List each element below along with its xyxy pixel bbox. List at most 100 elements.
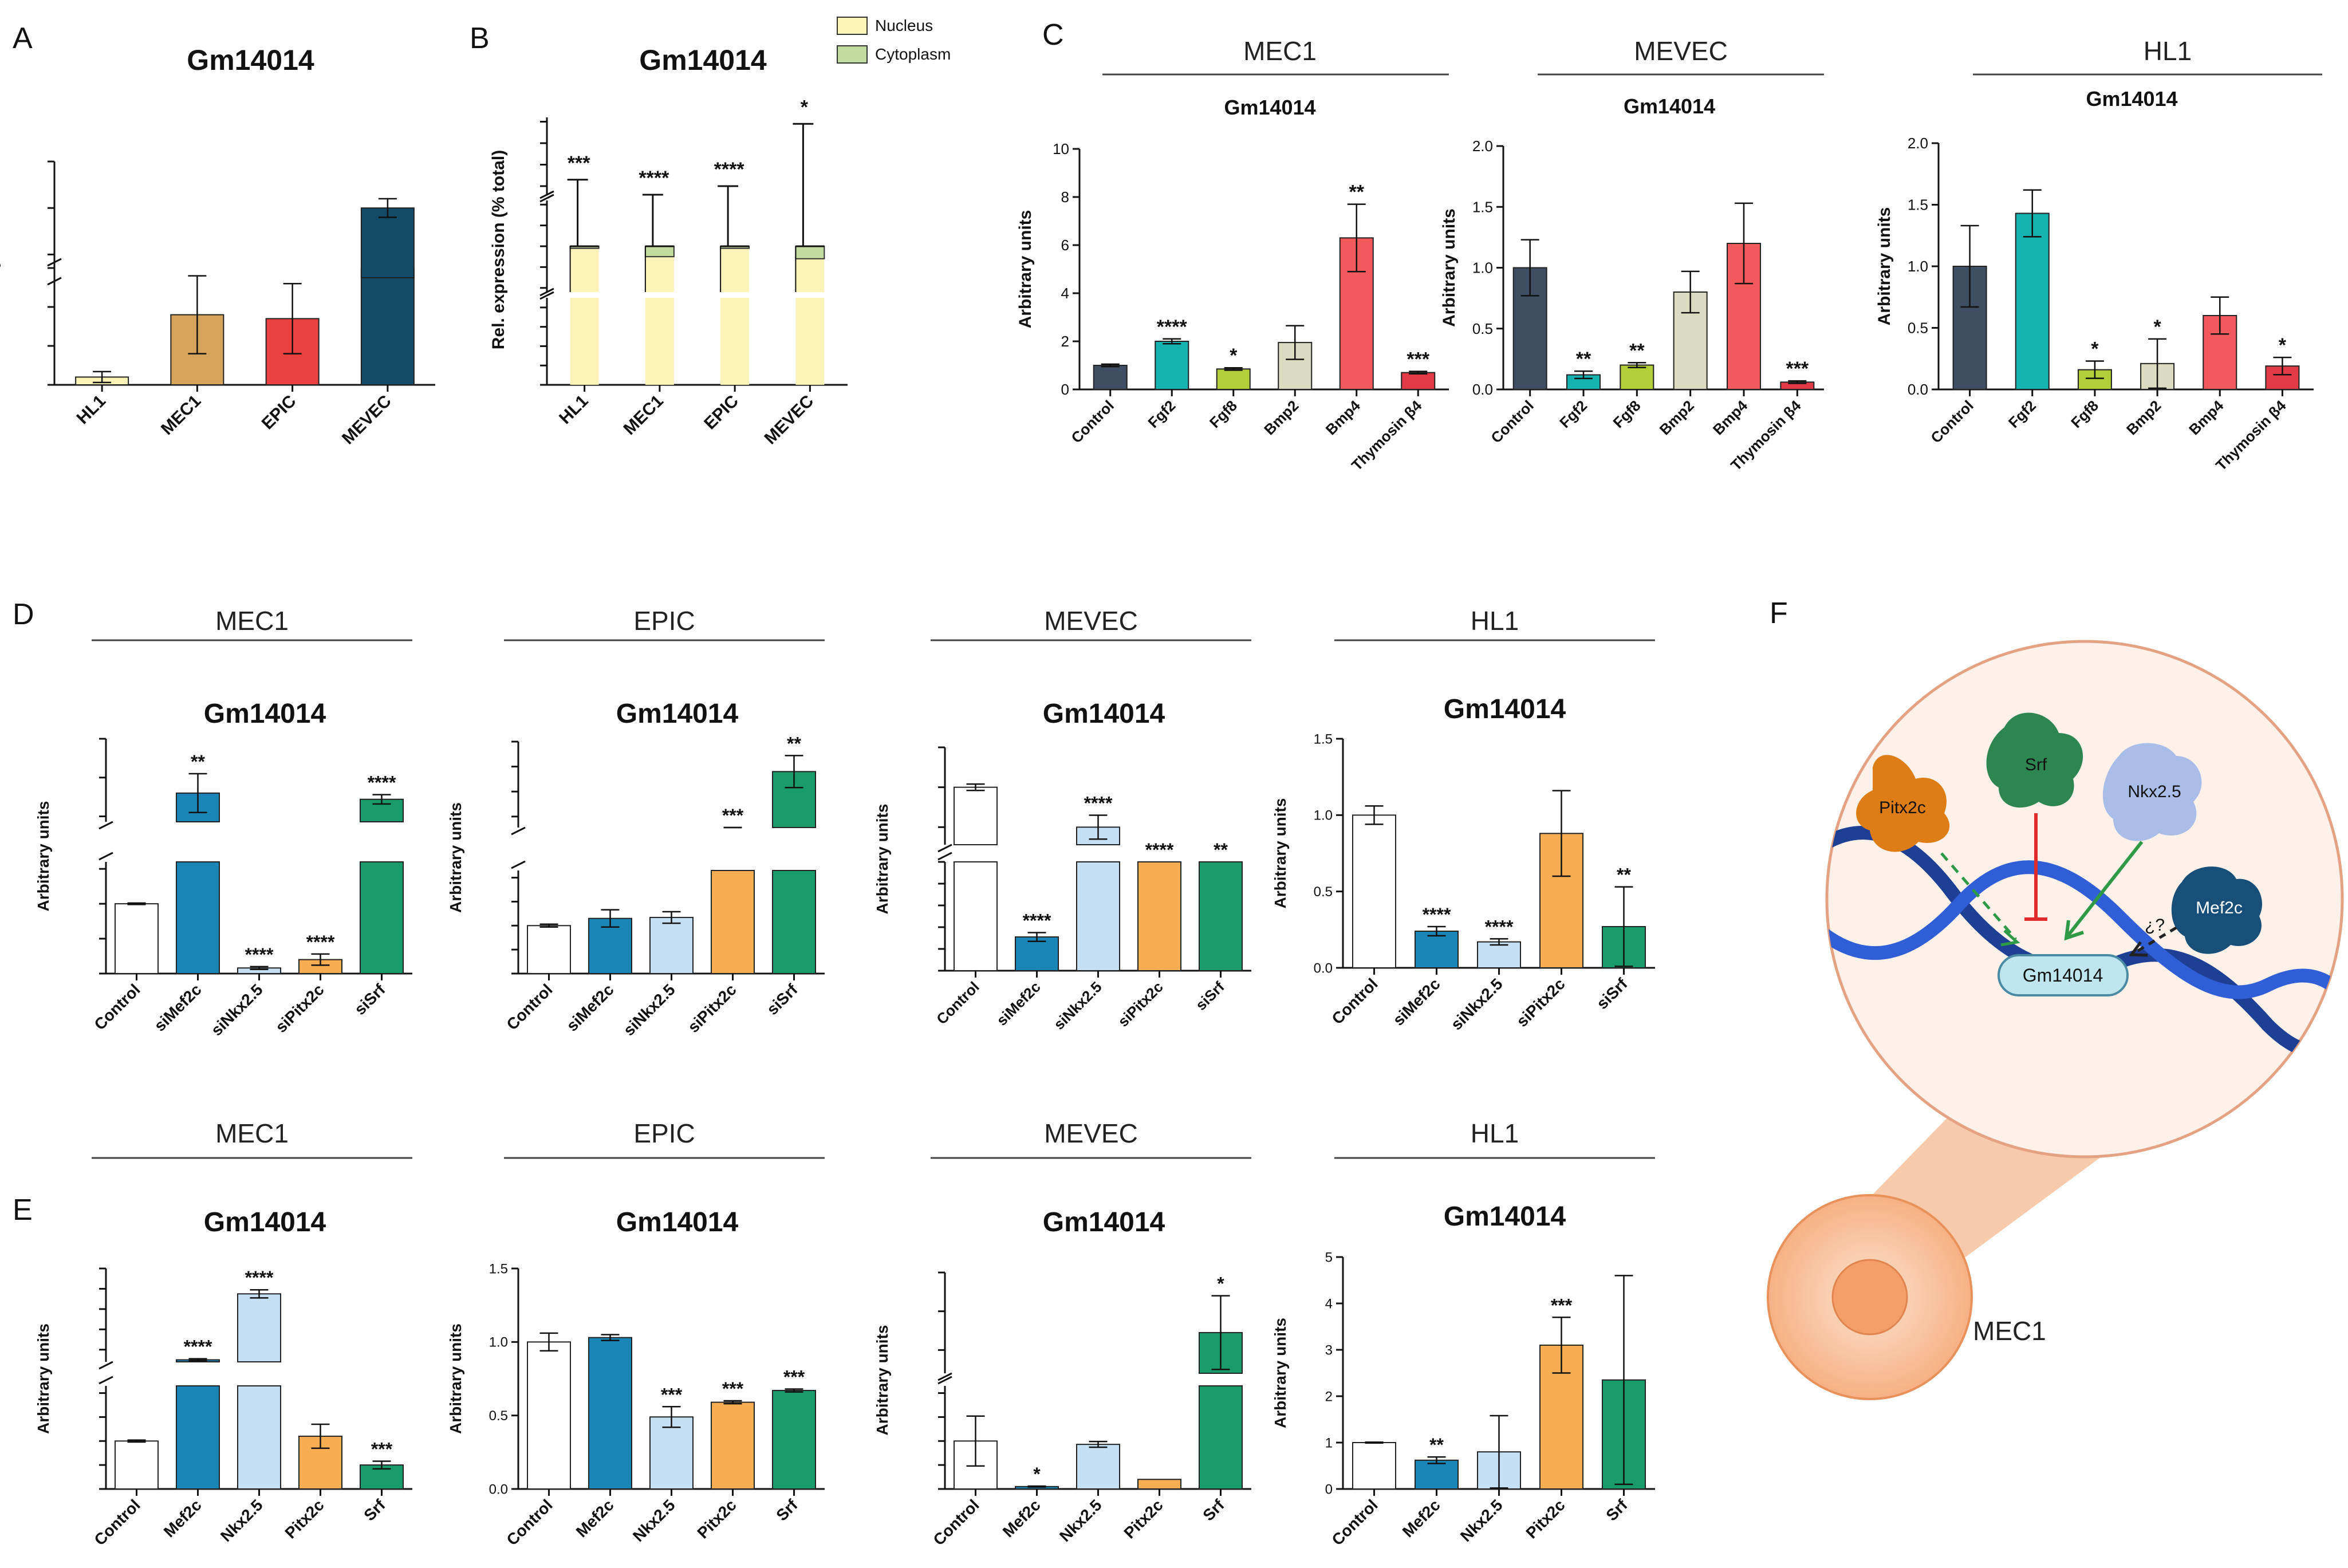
x-tick-label: Bmp2 [1656, 397, 1697, 438]
y-tick-label: 2 [1061, 333, 1069, 350]
significance-label: ** [1617, 865, 1631, 885]
gene-box [1998, 954, 2129, 996]
bar [360, 861, 404, 974]
y-axis-label: Arbitrary units [1271, 798, 1289, 909]
bar [588, 1337, 632, 1490]
group-label-d-hl1: HL1 [1471, 606, 1519, 636]
chart-e2: Gm14014 Arbitrary units 0.0 0.5 1.0 1.5 Contro… [447, 1207, 825, 1549]
x-tick-label: Mef2c [999, 1496, 1044, 1541]
bar [176, 1385, 220, 1490]
bar-nucleus [570, 248, 599, 292]
y-axis-label: Arbitrary units [447, 1323, 464, 1434]
y-axis-label: Arbitrary units [873, 1325, 891, 1436]
x-tick-label: Control [933, 978, 983, 1028]
x-tick-label: Fgf8 [1610, 397, 1644, 431]
x-tick-label: Control [503, 1496, 556, 1549]
bar [1401, 372, 1436, 390]
cell-label: MEC1 [1973, 1316, 2046, 1346]
pitx2c-arrow [1940, 852, 2017, 940]
chart-e4: Gm14014 Arbitrary units 0 1 2 3 4 5 Control ** Mef… [1271, 1201, 1655, 1549]
bar [1477, 941, 1521, 968]
x-tick-label: EPIC [258, 392, 300, 434]
y-axis-label: Arbitrary units [1016, 210, 1035, 329]
x-tick-label: Control [1487, 397, 1537, 447]
mef2c-label: Mef2c [2196, 899, 2243, 917]
pitx2c-label: Pitx2c [1879, 798, 1926, 817]
y-tick-label: 0.0 [1472, 381, 1493, 398]
y-tick-label: 6 [1061, 237, 1069, 254]
zoom-circle [1825, 640, 2344, 1159]
nkx25-arrow [2066, 841, 2144, 937]
chart-d2: Gm14014 Arbitrary units Control siMef2c siNk… [447, 699, 825, 1039]
group-label-c-hl1: HL1 [2144, 36, 2192, 66]
x-tick-label: Control [90, 980, 143, 1033]
axis-break-mark [937, 1376, 952, 1385]
y-tick-label: 2.0 [1472, 137, 1493, 155]
x-tick-label: Fgf8 [1206, 397, 1240, 431]
y-tick-label: 1.5 [1472, 198, 1493, 215]
y-axis-label: Rel. expression (% total) [489, 150, 508, 349]
x-tick-label: Pitx2c [694, 1496, 739, 1542]
bar [1415, 1459, 1459, 1490]
bar [527, 1341, 571, 1490]
chart-title: Gm14014 [616, 1207, 739, 1238]
significance-label: **** [184, 1337, 212, 1357]
y-tick-label: 0.0 [1908, 381, 1928, 398]
x-tick-label: Control [1328, 975, 1381, 1027]
axis-break-mark [937, 844, 952, 853]
nkx25-protein [2102, 743, 2202, 841]
axis-break-mark [539, 291, 554, 300]
legend-swatch-cytoplasm [837, 45, 868, 64]
chart-title: Gm14014 [1043, 1207, 1165, 1238]
legend-b: Nucleus Cytoplasm [837, 17, 951, 64]
y-tick-label: 1.0 [489, 1335, 508, 1350]
chart-d1: Gm14014 Arbitrary units Control ** siMef2c **… [34, 699, 412, 1039]
bar [1093, 365, 1128, 390]
y-axis-label: Arbitrary units [447, 802, 464, 913]
y-tick-label: 0.5 [1472, 320, 1493, 337]
question-label: ¿? [2145, 916, 2165, 935]
significance-label: ** [787, 733, 801, 754]
bar [237, 1385, 281, 1490]
group-label-d-epic: EPIC [633, 606, 695, 636]
significance-label: *** [722, 805, 744, 826]
x-tick-label: Mef2c [1399, 1496, 1444, 1541]
significance-label: ** [1214, 840, 1228, 860]
x-tick-label: siPitx2c [1114, 978, 1167, 1030]
significance-label: **** [714, 159, 745, 180]
x-tick-label: Control [1067, 397, 1117, 447]
chart-title: Gm14014 [204, 1207, 326, 1238]
mef2c-protein [2171, 866, 2263, 954]
bar-nucleus [720, 298, 750, 385]
bar [1352, 1442, 1396, 1490]
chart-a: Gm14014 Arbitrary units HL1 MEC1 EPIC MEVEC [0, 44, 435, 448]
bar [649, 917, 694, 974]
group-label-e-epic: EPIC [633, 1118, 695, 1148]
significance-label: **** [1423, 904, 1451, 925]
mef2c-arrow [2132, 926, 2177, 955]
x-tick-label: Bmp2 [2123, 397, 2164, 438]
bar [772, 1390, 816, 1490]
chart-e3: Gm14014 Arbitrary units Control * Mef2c Nkx2.… [873, 1207, 1251, 1549]
y-tick-label: 4 [1061, 285, 1069, 302]
chart-title: Gm14014 [639, 44, 767, 76]
y-tick-label: 0 [1061, 381, 1069, 398]
significance-label: **** [639, 167, 669, 189]
y-tick-label: 2.0 [1908, 135, 1928, 152]
significance-label: ** [1429, 1435, 1444, 1455]
axis-break-mark [937, 1372, 952, 1381]
axis-break-mark [937, 852, 952, 861]
bar [176, 861, 220, 974]
x-tick-label: MEVEC [338, 392, 395, 448]
axis-break-mark [539, 287, 554, 297]
x-tick-label: Control [1328, 1496, 1381, 1549]
x-tick-label: Srf [360, 1496, 389, 1524]
y-axis-label: Arbitrary units [1875, 207, 1894, 326]
bar [1199, 1385, 1243, 1490]
chart-title: Gm14014 [1624, 94, 1715, 118]
x-tick-label: Nkx2.5 [629, 1496, 679, 1545]
dna-strand [1827, 860, 2342, 1012]
x-tick-label: HL1 [73, 392, 109, 428]
x-tick-label: MEC1 [157, 392, 204, 439]
